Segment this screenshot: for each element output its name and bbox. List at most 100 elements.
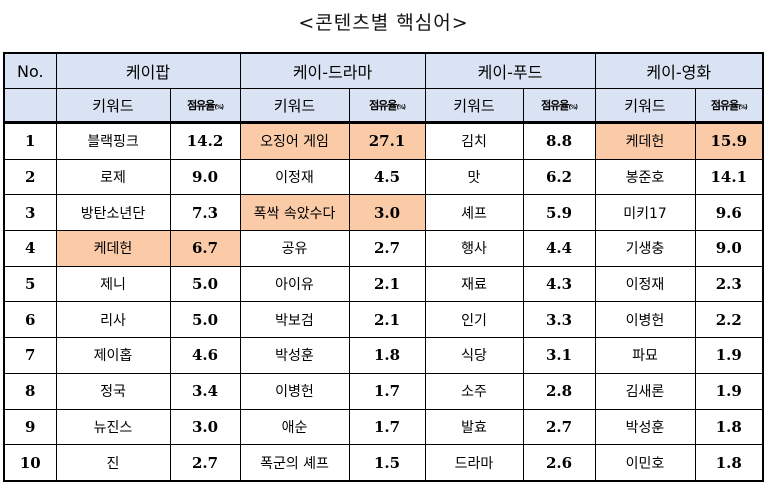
keyword-cell: 인기 bbox=[424, 301, 524, 339]
keyword-cell: 이정재 bbox=[594, 265, 696, 303]
keyword-table: No. 케이팝 케이-드라마 케이-푸드 케이-영화 키워드 점유율(%) 키워… bbox=[3, 52, 764, 482]
no-subheader-empty bbox=[3, 88, 57, 123]
keyword-cell: 김치 bbox=[424, 122, 524, 160]
keyword-header: 키워드 bbox=[239, 88, 350, 123]
category-kpop-header: 케이팝 bbox=[55, 52, 241, 89]
keyword-cell: 박보검 bbox=[239, 301, 350, 339]
keyword-cell: 미키17 bbox=[594, 194, 696, 232]
share-cell: 4.5 bbox=[348, 158, 426, 196]
share-cell: 2.2 bbox=[694, 301, 764, 339]
share-cell: 2.7 bbox=[348, 230, 426, 267]
keyword-cell: 행사 bbox=[424, 230, 524, 267]
share-cell: 7.3 bbox=[169, 194, 241, 232]
rank-cell: 8 bbox=[3, 372, 57, 410]
rank-cell: 2 bbox=[3, 158, 57, 196]
share-cell: 2.3 bbox=[694, 265, 764, 303]
no-header: No. bbox=[3, 52, 57, 89]
keyword-cell: 로제 bbox=[55, 158, 171, 196]
share-cell: 1.5 bbox=[348, 444, 426, 482]
keyword-cell: 봉준호 bbox=[594, 158, 696, 196]
share-header: 점유율(%) bbox=[169, 88, 241, 123]
keyword-cell: 김새론 bbox=[594, 372, 696, 410]
share-label: 점유율 bbox=[369, 99, 397, 112]
share-cell: 6.7 bbox=[169, 230, 241, 267]
keyword-cell: 드라마 bbox=[424, 444, 524, 482]
share-cell: 5.0 bbox=[169, 301, 241, 339]
share-cell: 5.0 bbox=[169, 265, 241, 303]
keyword-cell: 공유 bbox=[239, 230, 350, 267]
share-cell: 9.6 bbox=[694, 194, 764, 232]
share-cell: 2.7 bbox=[169, 444, 241, 482]
keyword-cell: 뉴진스 bbox=[55, 408, 171, 446]
keyword-cell: 블랙핑크 bbox=[55, 122, 171, 160]
keyword-cell: 폭군의 셰프 bbox=[239, 444, 350, 482]
share-cell: 3.0 bbox=[169, 408, 241, 446]
share-cell: 8.8 bbox=[522, 122, 596, 160]
sub-header-row: 키워드 점유율(%) 키워드 점유율(%) 키워드 점유율(%) 키워드 점유율… bbox=[3, 88, 764, 123]
keyword-cell: 이민호 bbox=[594, 444, 696, 482]
share-cell: 4.3 bbox=[522, 265, 596, 303]
share-cell: 2.6 bbox=[522, 444, 596, 482]
keyword-cell: 이병헌 bbox=[594, 301, 696, 339]
share-label: 점유율 bbox=[710, 99, 739, 112]
share-cell: 1.8 bbox=[694, 408, 764, 446]
share-cell: 1.8 bbox=[694, 444, 764, 482]
keyword-cell: 기생충 bbox=[594, 230, 696, 267]
category-header-row: No. 케이팝 케이-드라마 케이-푸드 케이-영화 bbox=[3, 52, 764, 89]
keyword-cell: 애순 bbox=[239, 408, 350, 446]
share-cell: 1.9 bbox=[694, 337, 764, 374]
rank-cell: 5 bbox=[3, 265, 57, 303]
keyword-cell: 셰프 bbox=[424, 194, 524, 232]
keyword-cell: 소주 bbox=[424, 372, 524, 410]
share-unit: (%) bbox=[568, 104, 577, 111]
share-cell: 1.7 bbox=[348, 372, 426, 410]
share-cell: 6.2 bbox=[522, 158, 596, 196]
table-row: 6 리사 5.0 박보검 2.1 인기 3.3 이병헌 2.2 bbox=[3, 301, 764, 339]
keyword-cell: 방탄소년단 bbox=[55, 194, 171, 232]
share-cell: 9.0 bbox=[169, 158, 241, 196]
share-unit: (%) bbox=[738, 104, 747, 111]
share-header: 점유율(%) bbox=[348, 88, 426, 123]
keyword-cell: 박성훈 bbox=[239, 337, 350, 374]
rank-cell: 4 bbox=[3, 230, 57, 267]
table-row: 9 뉴진스 3.0 애순 1.7 발효 2.7 박성훈 1.8 bbox=[3, 408, 764, 446]
share-cell: 2.1 bbox=[348, 265, 426, 303]
share-cell: 3.1 bbox=[522, 337, 596, 374]
rank-cell: 9 bbox=[3, 408, 57, 446]
share-cell: 4.4 bbox=[522, 230, 596, 267]
share-label: 점유율 bbox=[187, 99, 215, 112]
rank-cell: 6 bbox=[3, 301, 57, 339]
rank-cell: 1 bbox=[3, 122, 57, 160]
rank-cell: 7 bbox=[3, 337, 57, 374]
share-cell: 3.0 bbox=[348, 194, 426, 232]
share-header: 점유율(%) bbox=[694, 88, 764, 123]
share-cell: 2.8 bbox=[522, 372, 596, 410]
share-cell: 14.2 bbox=[169, 122, 241, 160]
share-cell: 15.9 bbox=[694, 122, 764, 160]
keyword-cell: 케데헌 bbox=[55, 230, 171, 267]
share-cell: 27.1 bbox=[348, 122, 426, 160]
keyword-cell: 케데헌 bbox=[594, 122, 696, 160]
share-cell: 3.4 bbox=[169, 372, 241, 410]
table-body: 1 블랙핑크 14.2 오징어 게임 27.1 김치 8.8 케데헌 15.9 2 로제 9.0 이정재… bbox=[3, 122, 764, 482]
table-row: 7 제이홉 4.6 박성훈 1.8 식당 3.1 파묘 1.9 bbox=[3, 337, 764, 374]
share-cell: 14.1 bbox=[694, 158, 764, 196]
keyword-cell: 박성훈 bbox=[594, 408, 696, 446]
keyword-header: 키워드 bbox=[55, 88, 171, 123]
keyword-cell: 식당 bbox=[424, 337, 524, 374]
keyword-cell: 진 bbox=[55, 444, 171, 482]
keyword-cell: 리사 bbox=[55, 301, 171, 339]
rank-cell: 3 bbox=[3, 194, 57, 232]
category-kmovie-header: 케이-영화 bbox=[594, 52, 764, 89]
share-cell: 5.9 bbox=[522, 194, 596, 232]
share-cell: 1.7 bbox=[348, 408, 426, 446]
table-row: 5 제니 5.0 아이유 2.1 재료 4.3 이정재 2.3 bbox=[3, 265, 764, 303]
keyword-cell: 이병헌 bbox=[239, 372, 350, 410]
share-unit: (%) bbox=[214, 104, 223, 111]
table-row: 3 방탄소년단 7.3 폭싹 속았수다 3.0 셰프 5.9 미키17 9.6 bbox=[3, 194, 764, 232]
table-row: 4 케데헌 6.7 공유 2.7 행사 4.4 기생충 9.0 bbox=[3, 230, 764, 267]
share-header: 점유율(%) bbox=[522, 88, 596, 123]
table-row: 8 정국 3.4 이병헌 1.7 소주 2.8 김새론 1.9 bbox=[3, 372, 764, 410]
keyword-header: 키워드 bbox=[424, 88, 524, 123]
document-title: <콘텐츠별 핵심어> bbox=[298, 12, 469, 34]
